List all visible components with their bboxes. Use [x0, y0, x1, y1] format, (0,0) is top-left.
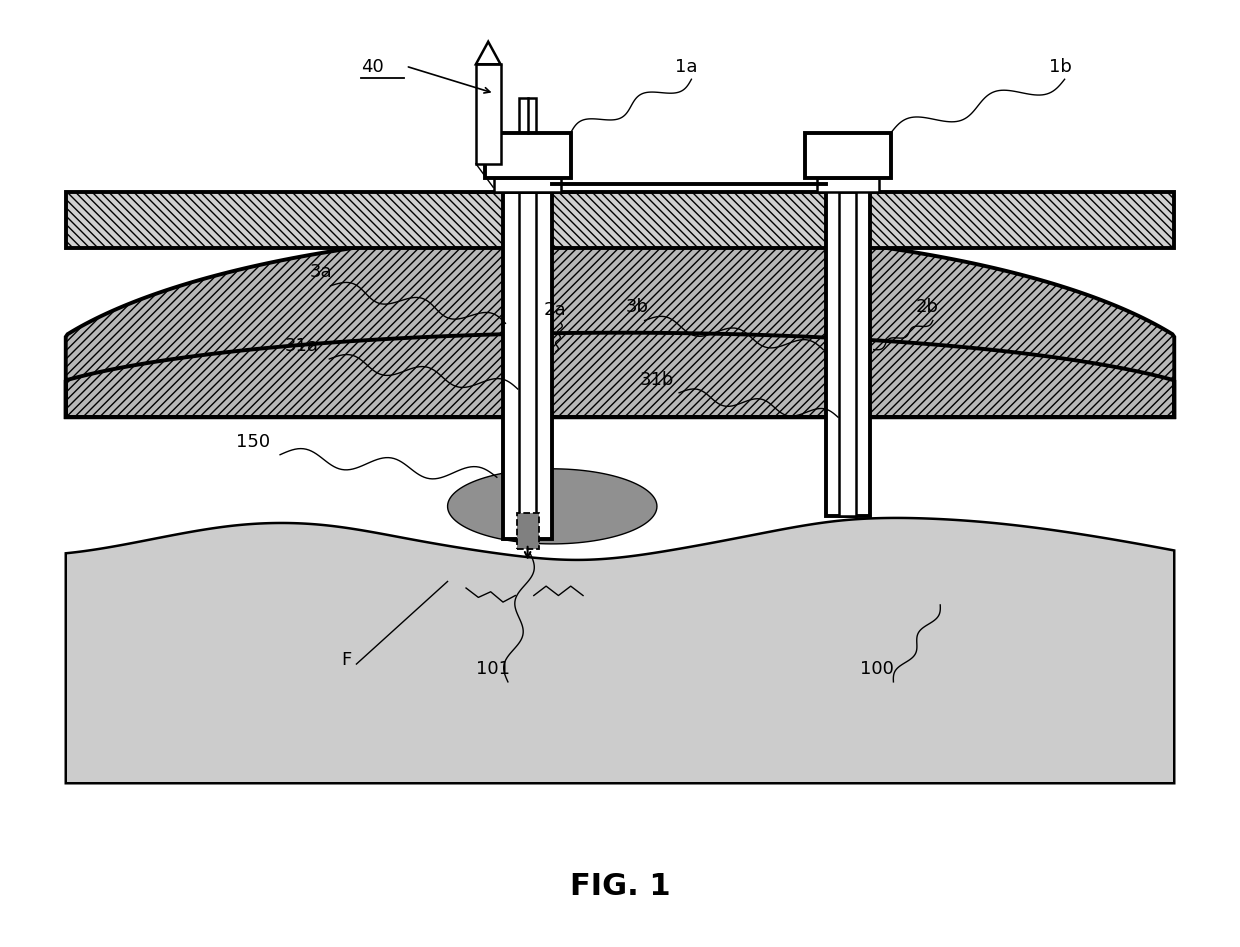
Bar — [66, 192, 1174, 248]
Text: 31a: 31a — [285, 337, 319, 355]
Text: 2a: 2a — [543, 300, 567, 318]
Polygon shape — [66, 229, 1174, 418]
Text: 3a: 3a — [310, 263, 332, 281]
Bar — [826, 188, 870, 516]
Polygon shape — [66, 518, 1174, 783]
Text: 150: 150 — [236, 433, 270, 451]
Polygon shape — [476, 42, 501, 64]
Text: F: F — [342, 651, 352, 669]
Text: 3b: 3b — [626, 297, 650, 315]
Text: FIG. 1: FIG. 1 — [569, 872, 671, 901]
Text: 31b: 31b — [640, 371, 675, 389]
Bar — [817, 178, 879, 192]
Bar — [494, 178, 562, 192]
Text: 1b: 1b — [1049, 59, 1071, 77]
Bar — [517, 513, 538, 548]
Bar — [520, 98, 536, 534]
Text: 1a: 1a — [676, 59, 698, 77]
Bar — [476, 64, 501, 164]
Text: 100: 100 — [861, 660, 894, 678]
Bar — [485, 133, 570, 178]
Bar — [805, 133, 892, 178]
Bar — [503, 188, 552, 539]
Text: 2b: 2b — [915, 297, 939, 315]
Bar — [66, 192, 1174, 248]
Polygon shape — [448, 469, 657, 544]
Bar — [839, 192, 857, 516]
Text: 101: 101 — [476, 660, 510, 678]
Bar — [66, 192, 1174, 248]
Text: 40: 40 — [361, 58, 384, 76]
